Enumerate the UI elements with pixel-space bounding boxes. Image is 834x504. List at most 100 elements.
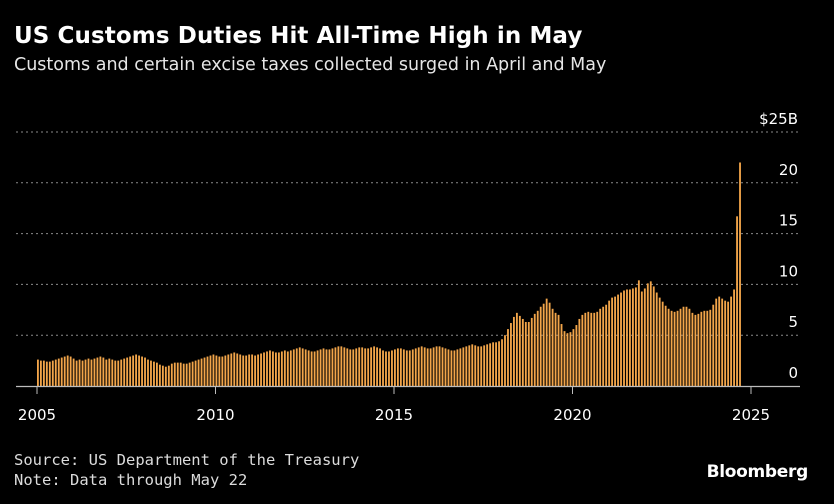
y-tick-label: $25B [759,110,798,128]
bar [111,359,114,386]
bar [269,350,271,386]
bar [646,283,649,386]
bar [480,346,483,386]
bar [611,297,614,386]
bar [283,350,286,386]
bar [230,353,233,386]
bar [634,287,637,386]
bar [414,348,417,386]
bar [310,351,313,386]
bar [66,355,69,386]
bar [694,314,697,386]
bar [420,346,423,386]
bar [170,363,173,386]
bar [623,290,625,386]
bar [563,331,566,386]
bar [599,308,602,386]
bar [337,346,340,386]
bar [447,349,450,386]
bar [334,347,337,386]
bar [206,356,209,386]
x-tick-label: 2020 [553,406,591,424]
bar [39,360,42,386]
bar [498,341,500,386]
bar [218,356,221,386]
x-tick-label: 2010 [196,406,234,424]
bar [495,342,497,386]
bar [402,349,405,386]
bar [391,350,393,386]
bar [75,360,78,386]
bar [405,350,408,386]
bar [417,347,420,386]
bar [637,280,640,386]
bar [474,345,477,386]
bar [373,346,376,386]
bar [188,362,191,386]
bar-series [37,162,741,386]
bar [536,310,539,386]
bar [486,344,489,386]
bar [352,349,355,386]
bar [507,329,509,386]
bar [575,325,578,386]
bar [661,301,664,386]
bar [215,355,218,386]
x-tick-label: 2015 [375,406,413,424]
bar [727,301,730,386]
bar [275,352,277,386]
bar [566,333,569,386]
bar [135,354,138,386]
bar [248,354,251,386]
bar [605,304,608,386]
bar [664,305,667,386]
bar [548,302,551,386]
bar [676,310,679,386]
bar [578,318,581,386]
bar [423,347,426,386]
bar [57,358,60,386]
bar [298,347,301,386]
bar [739,162,741,386]
bar [679,308,682,386]
bar [596,311,599,386]
bar [164,366,167,386]
bar [197,359,200,386]
bar [501,339,503,386]
y-tick-label: 0 [788,364,798,382]
bar [388,351,390,386]
bar [652,286,655,386]
bar [156,362,158,386]
bar [224,355,227,386]
y-axis-labels: 0 5 10 15 20 $25B [759,110,798,382]
bar [441,347,444,386]
bar [200,358,203,386]
y-tick-label: 15 [779,212,798,230]
bar [554,312,557,386]
bar [432,347,435,386]
bar [468,345,471,386]
bar [212,354,215,386]
bar [60,357,63,386]
bar [394,349,396,386]
bar [245,355,248,386]
y-tick-label: 10 [779,262,798,280]
bar [382,350,384,386]
bar [272,351,274,386]
gridlines [16,131,800,336]
bar [307,350,310,386]
bar [69,356,72,386]
bar [87,358,90,386]
bar [331,348,334,386]
bar [560,324,563,386]
bar [551,308,554,386]
bar [304,349,307,386]
bar [319,349,322,386]
bar [450,350,453,386]
bar [510,323,512,386]
bar [364,348,367,386]
bar [462,347,465,386]
bar [120,359,123,386]
bar [349,349,352,386]
bloomberg-logo: Bloomberg [706,462,809,482]
